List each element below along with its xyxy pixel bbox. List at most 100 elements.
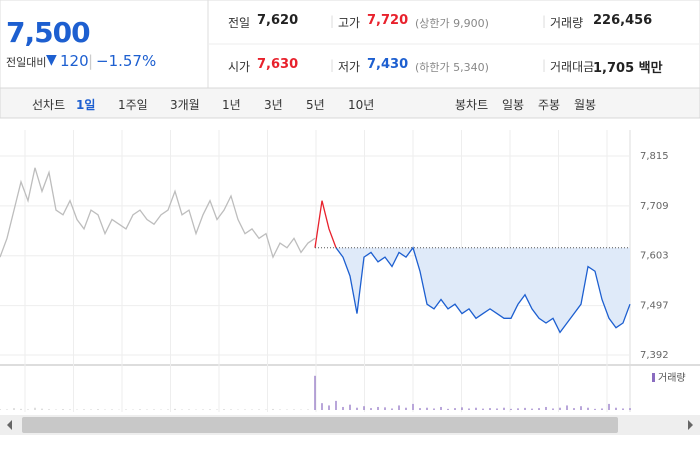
volume-bar: [258, 409, 260, 410]
volume-bar: [580, 406, 582, 410]
tab[interactable]: 1주일: [118, 98, 148, 112]
volume-bar: [286, 409, 288, 410]
price: 7,500: [6, 16, 91, 49]
tab[interactable]: 1년: [222, 98, 241, 112]
volume-bar: [314, 375, 316, 410]
tab[interactable]: 월봉: [574, 98, 597, 112]
volume-bar: [531, 408, 533, 410]
y-tick-label: 7,392: [640, 350, 669, 361]
volume-bar: [475, 407, 477, 410]
volume-bar: [601, 408, 603, 410]
volume-bar: [90, 409, 92, 410]
volume-bar: [377, 406, 379, 410]
stat-label: 고가: [338, 16, 361, 30]
volume-bar: [321, 403, 323, 410]
scroll-thumb[interactable]: [22, 417, 618, 433]
volume-bar: [622, 408, 624, 410]
change-rate: −1.57%: [96, 52, 157, 70]
volume-bar: [202, 409, 204, 410]
volume-bar: [363, 406, 365, 410]
volume-bar: [188, 409, 190, 410]
volume-bar: [440, 406, 442, 410]
volume-bar: [167, 409, 169, 410]
volume-bar: [62, 409, 64, 410]
stat-value: 226,456: [593, 13, 653, 28]
volume-bar: [447, 408, 449, 410]
volume-bar: [370, 408, 372, 410]
volume-bar: [349, 404, 351, 410]
volume-bar: [48, 409, 50, 410]
volume-bar: [489, 408, 491, 410]
volume-bar: [545, 406, 547, 410]
volume-bar: [153, 409, 155, 410]
stat-label: 거래량: [550, 16, 584, 30]
volume-bar: [6, 409, 8, 410]
tab[interactable]: 1일: [76, 98, 96, 112]
volume-bar: [125, 409, 127, 410]
stat-value: 1,705 백만: [593, 61, 663, 76]
volume-bar: [538, 408, 540, 410]
volume-bar: [510, 408, 512, 410]
scroll-right[interactable]: [688, 420, 693, 430]
change-label: 전일대비: [6, 56, 47, 69]
stat-value: 7,630: [257, 57, 299, 72]
volume-bar: [27, 409, 29, 410]
volume-bar: [83, 409, 85, 410]
volume-bar: [244, 409, 246, 410]
volume-bar: [559, 407, 561, 410]
volume-bar: [146, 409, 148, 410]
stat-label: 시가: [228, 60, 251, 74]
scroll-left[interactable]: [7, 420, 12, 430]
tab[interactable]: 3년: [264, 98, 283, 112]
volume-bar: [615, 407, 617, 410]
stat-sep: |: [542, 14, 547, 28]
line: [0, 167, 316, 259]
volume-bar: [230, 409, 232, 410]
area: [336, 247, 630, 333]
volume-bar: [293, 409, 295, 410]
tab[interactable]: 주봉: [538, 98, 561, 112]
stat-value: 7,620: [257, 13, 299, 28]
legend-label: 거래량: [658, 372, 686, 384]
volume-bar: [608, 403, 610, 410]
volume-bar: [468, 408, 470, 410]
volume-bar: [104, 409, 106, 410]
tab[interactable]: 5년: [306, 98, 325, 112]
volume-bar: [419, 408, 421, 410]
legend-swatch: [652, 373, 655, 382]
stat-sep: |: [542, 58, 547, 72]
change: 120: [60, 52, 89, 70]
line: [314, 200, 337, 248]
stat-label: 거래대금: [550, 60, 595, 74]
volume-bar: [272, 408, 274, 410]
volume-bar: [279, 409, 281, 410]
volume-bar: [342, 406, 344, 410]
volume-bar: [34, 407, 36, 410]
tab[interactable]: 10년: [348, 98, 375, 112]
volume-bar: [216, 409, 218, 410]
volume-bar: [454, 408, 456, 410]
volume-bar: [251, 409, 253, 410]
volume-bar: [629, 408, 631, 410]
volume-bar: [41, 408, 43, 410]
y-tick-label: 7,603: [640, 251, 669, 262]
volume-bar: [356, 407, 358, 410]
tab[interactable]: 3개월: [170, 98, 200, 112]
volume-bar: [517, 408, 519, 410]
volume-bar: [328, 405, 330, 410]
volume-bar: [426, 407, 428, 410]
volume-bar: [97, 409, 99, 410]
y-tick-label: 7,497: [640, 301, 669, 312]
volume-bar: [335, 400, 337, 410]
y-tick-label: 7,709: [640, 201, 669, 212]
tab[interactable]: 일봉: [502, 98, 525, 112]
volume-bar: [524, 407, 526, 410]
tab-bar: [0, 87, 700, 119]
volume-bar: [573, 408, 575, 410]
stat-sep: |: [330, 14, 335, 28]
volume-bar: [496, 408, 498, 410]
volume-bar: [482, 408, 484, 410]
volume-bar: [433, 408, 435, 410]
stat-note: (상한가 9,900): [415, 17, 489, 30]
